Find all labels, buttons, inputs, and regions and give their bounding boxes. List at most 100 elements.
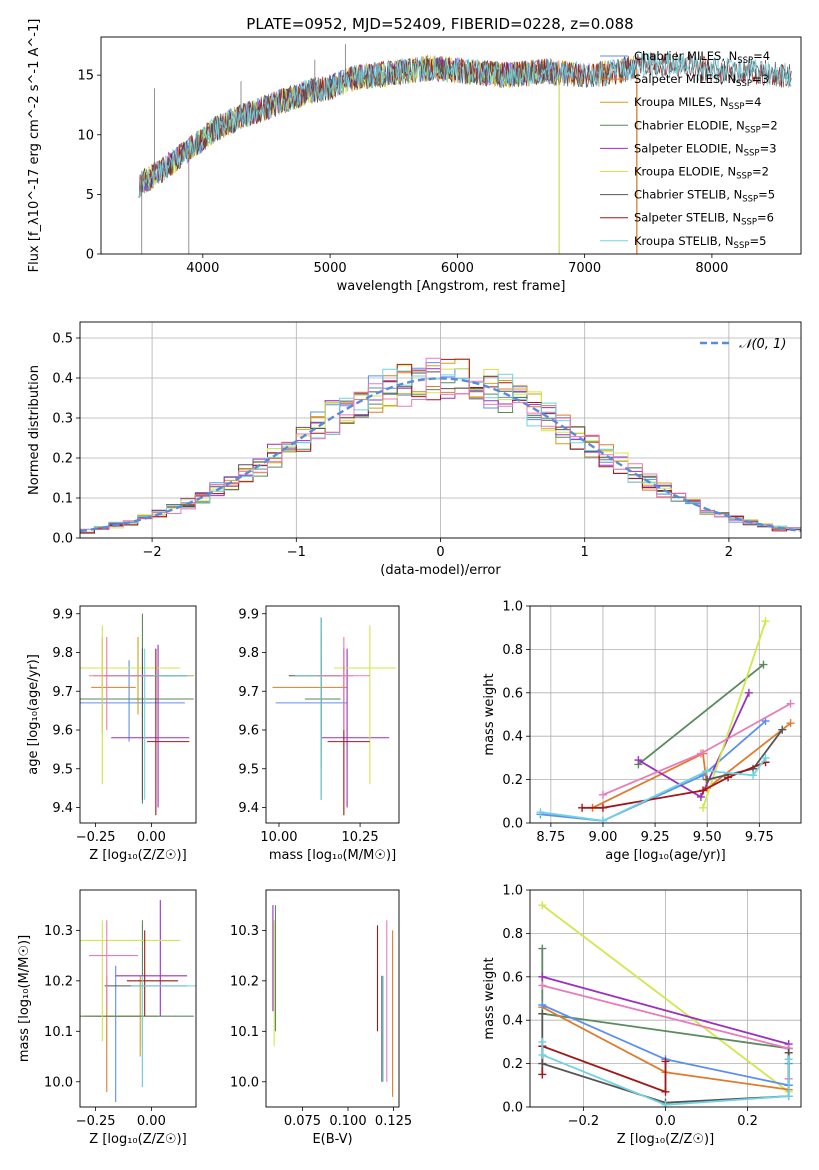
- panel-residuals: −2 −1 0 1 2 0.0 0.1 0.2 0.3 0.4 0.5 (data-model)/er…: [27, 321, 802, 578]
- x-axis-label: (data-model)/error: [380, 563, 501, 578]
- legend-sub: SSP: [745, 125, 761, 135]
- y-axis-label: Normed distribution: [27, 365, 42, 495]
- x-tick-label: 0.00: [137, 1114, 166, 1129]
- series-kroupa-stelib: [536, 753, 770, 823]
- x-tick-label: 0.125: [375, 1114, 412, 1129]
- y-tick-label: 10.1: [44, 1025, 73, 1040]
- point-chabrier-miles: [80, 660, 185, 742]
- panel-age-vs-Z: −0.25 0.00 9.4 9.5 9.6 9.7 9.8 9.9 Z [log₁₀(Z/Z☉…: [26, 605, 197, 863]
- y-tick-label: 10: [77, 128, 94, 143]
- legend-label: Chabrier MILES, N: [634, 49, 737, 63]
- point-salpeter-elodie: [321, 648, 390, 808]
- panel-weight-vs-age: 8.75 9.00 9.25 9.50 9.75 0.0 0.2 0.4 0.6 0.8 1.0 ag…: [482, 600, 802, 863]
- point-pink: [88, 920, 138, 1007]
- y-tick-label: 1.0: [502, 884, 523, 899]
- x-tick-label: 9.75: [745, 830, 774, 845]
- y-tick-label: 0.0: [502, 817, 523, 832]
- plot-area-age-vs-mass: [272, 617, 396, 816]
- panel-weight-vs-Z: −0.2 0.0 0.2 0.0 0.2 0.4 0.6 0.8 1.0 Z [log₁₀(Z/Z…: [482, 884, 802, 1147]
- legend-label: Chabrier ELODIE, N: [634, 118, 745, 132]
- legend-sub: SSP: [736, 79, 752, 89]
- point-marker: [778, 725, 787, 734]
- y-tick-label: 0: [86, 248, 94, 263]
- axes-frame: [79, 605, 197, 824]
- point-salpeter-miles: [272, 633, 348, 754]
- y-tick-label: 10.0: [230, 1075, 259, 1090]
- point-chabrier-elodie: [304, 617, 341, 769]
- x-tick-label: 10.00: [260, 830, 297, 845]
- point-marker: [749, 771, 758, 780]
- plot-area-weight-vs-age: [530, 606, 801, 823]
- x-axis-label: mass [log₁₀(M/M☉)]: [269, 848, 396, 863]
- legend-entry: Salpeter ELODIE, NSSP=3: [634, 141, 777, 158]
- y-tick-label: 9.6: [238, 724, 259, 739]
- x-tick-label: 0: [436, 545, 444, 560]
- legend-entry: Chabrier MILES, NSSP=4: [634, 49, 770, 66]
- point-marker: [538, 901, 547, 910]
- series-line: [637, 663, 765, 766]
- y-tick-label: 9.5: [238, 762, 259, 777]
- point-marker: [724, 773, 733, 782]
- series-salpeter-elodie: [634, 688, 753, 801]
- legend-label: Salpeter ELODIE, N: [634, 141, 744, 155]
- point-marker: [538, 981, 547, 990]
- point-salpeter-miles: [84, 975, 141, 1092]
- x-tick-label: −0.25: [76, 830, 116, 845]
- point-marker: [744, 688, 753, 697]
- x-tick-label: −0.25: [76, 1114, 116, 1129]
- y-tick-label: 0.6: [502, 686, 523, 701]
- x-tick-label: −1: [287, 545, 306, 560]
- point-marker: [703, 775, 712, 784]
- axes-frame: [529, 605, 802, 824]
- point-marker: [598, 790, 607, 799]
- y-axis-label: mass [log₁₀(M/M☉)]: [17, 935, 32, 1062]
- x-tick-label: 6000: [441, 261, 474, 276]
- series-line: [540, 757, 767, 822]
- x-axis-label: Z [log₁₀(Z/Z☉)]: [89, 848, 186, 863]
- x-tick-label: 9.00: [588, 830, 617, 845]
- legend-label: Salpeter MILES, N: [634, 72, 736, 86]
- point-marker: [759, 660, 768, 669]
- legend-sub: SSP: [741, 218, 757, 228]
- axes-frame: [100, 36, 802, 255]
- y-tick-label: 10.3: [44, 924, 73, 939]
- spectrum-kroupa-stelib: [138, 51, 792, 198]
- x-axis-label: Z [log₁₀(Z/Z☉)]: [617, 1132, 714, 1147]
- point-marker: [696, 749, 705, 758]
- y-tick-label: 0.6: [502, 970, 523, 985]
- point-marker: [661, 1087, 670, 1096]
- point-marker: [786, 699, 795, 708]
- y-tick-label: 0.3: [52, 412, 73, 427]
- y-tick-label: 15: [77, 69, 94, 84]
- y-tick-label: 0.5: [52, 332, 73, 347]
- legend-tail: =3: [752, 72, 769, 86]
- x-tick-label: 2: [725, 545, 733, 560]
- series-chabrier-miles: [536, 717, 770, 823]
- y-tick-label: 10.0: [44, 1075, 73, 1090]
- x-tick-label: 9.25: [641, 830, 670, 845]
- point-marker: [538, 1001, 547, 1010]
- y-tick-label: 0.2: [502, 773, 523, 788]
- point-marker: [661, 1100, 670, 1107]
- point-marker: [598, 816, 607, 823]
- plot-area-age-vs-Z: [80, 613, 194, 816]
- axes-frame: [265, 605, 400, 824]
- point-marker: [538, 1037, 547, 1046]
- point-chabrier-miles: [275, 660, 348, 742]
- legend-entry: Kroupa MILES, NSSP=4: [634, 95, 761, 112]
- y-tick-label: 10.2: [44, 974, 73, 989]
- legend-sub: SSP: [742, 195, 758, 205]
- panel-spectrum: 4000 5000 6000 7000 8000 0 5 10 15 wavelength [An…: [27, 19, 802, 294]
- y-tick-label: 10.2: [230, 974, 259, 989]
- y-tick-label: 0.2: [52, 452, 73, 467]
- x-tick-label: −2: [143, 545, 162, 560]
- point-chabrier-elodie: [80, 613, 194, 804]
- legend-label: Chabrier STELIB, N: [634, 188, 742, 202]
- legend-entry: Chabrier ELODIE, NSSP=2: [634, 118, 778, 135]
- legend-label: Kroupa STELIB, N: [634, 234, 734, 248]
- y-tick-label: 9.7: [238, 685, 259, 700]
- point-marker: [634, 756, 643, 765]
- hist-pink: [80, 357, 801, 530]
- plot-area-spectrum: [138, 44, 792, 254]
- plot-area-weight-vs-Z: [530, 890, 801, 1107]
